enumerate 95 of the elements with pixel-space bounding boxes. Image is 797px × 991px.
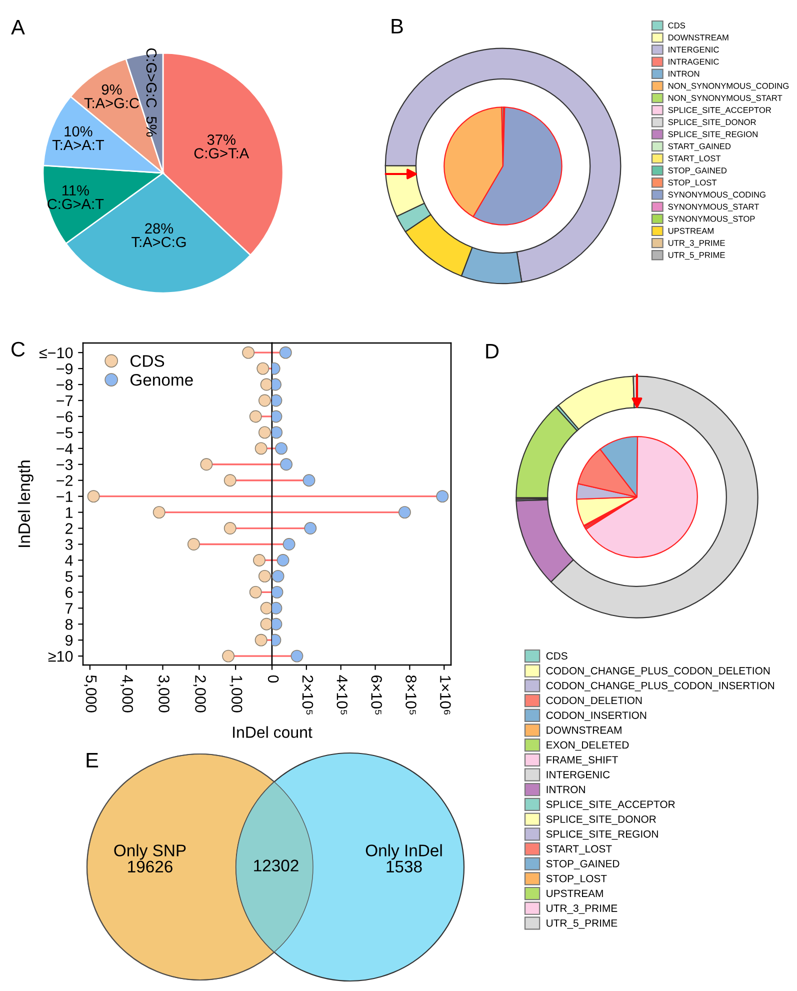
y-tick-label: −3 [56, 459, 73, 470]
legend-label: UTR_5_PRIME [668, 252, 725, 260]
x-tick-label: 1,000 [230, 676, 242, 712]
y-tick-label: 1 [66, 507, 73, 518]
x-tick-label: 4×10⁵ [336, 675, 348, 715]
chart-title: A [11, 20, 25, 34]
legend-label: CDS [668, 22, 686, 28]
legend-label: STOP_GAINED [668, 168, 727, 175]
y-tick-label: 2 [66, 523, 73, 534]
category-label: Only SNP [114, 844, 186, 860]
y-tick-label: −4 [56, 443, 73, 454]
category-label: Only InDel [366, 844, 442, 860]
slice-label: C:G>A:T [48, 198, 104, 210]
slice-label: C:G>G:C 5% [146, 48, 157, 137]
legend-label: UTR_5_PRIME [546, 920, 618, 929]
legend-label: SPLICE_SITE_ACCEPTOR [668, 107, 772, 115]
data-label: 1538 [386, 860, 422, 873]
x-axis-title: InDel count [233, 726, 312, 738]
y-tick-label: 3 [65, 539, 73, 550]
legend-label: NON_SYNONYMOUS_CODING [668, 82, 789, 90]
y-tick-label: ≥10 [48, 650, 73, 662]
y-tick-label: 4 [65, 555, 73, 566]
legend-label: Genome [130, 374, 193, 386]
legend-label: INTRON [668, 70, 700, 77]
y-tick-label: 6 [66, 587, 73, 598]
y-tick-label: −2 [56, 475, 73, 486]
legend-label: CDS [130, 355, 164, 367]
y-tick-label: 8 [65, 618, 73, 630]
legend-label: SYNONYMOUS_START [668, 204, 760, 212]
data-label: 9% [102, 84, 122, 95]
legend-label: INTERGENIC [668, 46, 719, 53]
data-label: 11% [62, 185, 89, 196]
chart-title: D [486, 344, 499, 358]
y-tick-label: −7 [56, 396, 73, 406]
legend-label: CODON_CHANGE_PLUS_CODON_DELETION [546, 667, 770, 676]
legend-label: FRAME_SHIFT [546, 756, 618, 766]
y-tick-label: −8 [56, 379, 73, 390]
legend-label: SPLICE_SITE_REGION [668, 131, 758, 139]
y-tick-label: 9 [66, 634, 73, 646]
legend-label: CDS [546, 652, 568, 660]
y-axis-title: InDel length [18, 460, 34, 547]
legend-label: STOP_GAINED [546, 860, 620, 870]
y-tick-label: −6 [56, 411, 73, 422]
slice-label: T:A>A:T [52, 140, 104, 150]
y-tick-label: ≤−10 [39, 347, 73, 358]
legend-label: SPLICE_SITE_REGION [546, 830, 658, 840]
y-tick-label: −1 [56, 491, 73, 502]
legend-label: START_LOST [668, 155, 721, 163]
legend-label: DOWNSTREAM [546, 726, 622, 734]
slice-label: C:G>T:A [194, 148, 250, 158]
data-label: 10% [64, 126, 92, 137]
legend-label: START_LOST [546, 845, 612, 855]
legend-label: UPSTREAM [546, 890, 603, 898]
legend-label: START_GAINED [668, 143, 731, 151]
legend-label: INTRAGENIC [668, 58, 719, 65]
legend-label: CODON_CHANGE_PLUS_CODON_INSERTION [546, 682, 774, 692]
slice-label: T:A>G:C [84, 98, 139, 108]
y-tick-label: −5 [56, 427, 73, 438]
legend-label: CODON_INSERTION [546, 712, 646, 721]
data-label: 37% [207, 134, 236, 145]
legend-label: SPLICE_SITE_ACCEPTOR [546, 800, 675, 810]
x-tick-label: 5,000 [84, 675, 97, 712]
data-label: 12302 [254, 860, 298, 872]
x-tick-label: 4,000 [120, 675, 134, 712]
x-tick-label: 0 [268, 675, 279, 683]
legend-label: SYNONYMOUS_CODING [668, 192, 766, 200]
chart-title: C [12, 342, 25, 357]
legend-label: STOP_LOST [546, 874, 607, 884]
legend-label: SPLICE_SITE_DONOR [546, 815, 656, 825]
data-label: 19626 [128, 860, 172, 873]
x-tick-label: 8×10⁵ [406, 675, 416, 715]
legend-label: INTERGENIC [546, 770, 610, 778]
x-tick-label: 3,000 [156, 675, 170, 712]
y-tick-label: 7 [66, 603, 73, 614]
legend-label: INTRON [546, 786, 585, 794]
legend-label: SYNONYMOUS_STOP [668, 216, 755, 224]
legend-label: DOWNSTREAM [668, 34, 728, 40]
y-tick-label: 5 [65, 571, 73, 582]
x-tick-label: 2,000 [193, 675, 206, 712]
legend-label: STOP_LOST [668, 180, 717, 188]
legend-label: UPSTREAM [668, 228, 714, 234]
text: E [86, 753, 98, 768]
x-tick-label: 1×10⁶ [440, 676, 451, 715]
legend-label: EXON_DELETED [546, 741, 629, 751]
y-tick-label: −9 [56, 363, 73, 374]
legend-label: NON_SYNONYMOUS_START [668, 95, 782, 102]
legend-label: SPLICE_SITE_DONOR [668, 119, 756, 127]
x-tick-label: 2×10⁵ [302, 675, 314, 715]
slice-label: T:A>C:G [132, 236, 186, 248]
legend-label: UTR_3_PRIME [668, 240, 725, 248]
chart-title: B [392, 19, 403, 34]
legend-label: UTR_3_PRIME [546, 904, 618, 914]
legend-label: CODON_DELETION [546, 696, 642, 706]
data-label: 28% [145, 223, 174, 234]
x-tick-label: 6×10⁵ [371, 676, 382, 715]
